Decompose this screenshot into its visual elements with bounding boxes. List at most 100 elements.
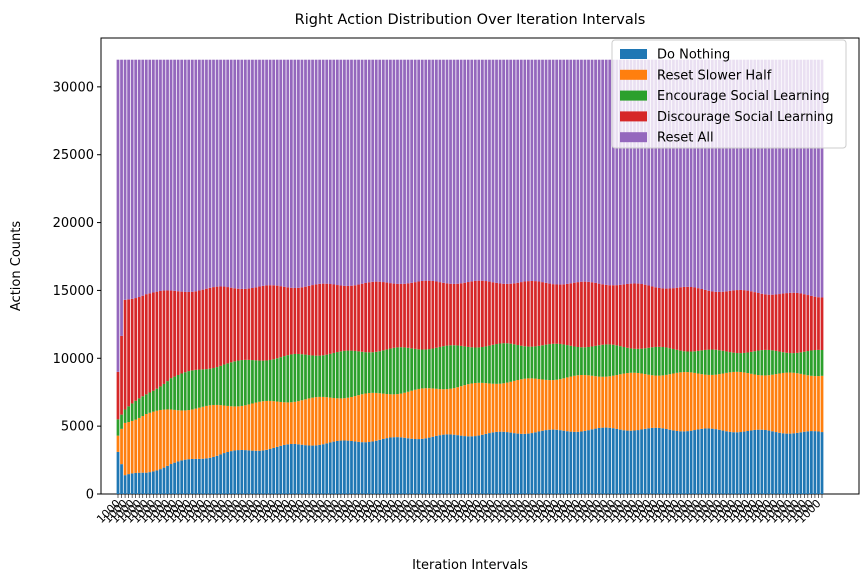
bar-segment-encourage_social <box>307 355 311 399</box>
bar-segment-reset_slower_half <box>282 402 286 445</box>
bar-segment-discourage_social <box>505 283 509 344</box>
bar-segment-reset_all <box>169 59 173 291</box>
bar-segment-reset_slower_half <box>212 404 215 457</box>
bar-segment-reset_all <box>152 59 155 293</box>
bar-segment-discourage_social <box>689 287 693 352</box>
bar-segment-do_nothing <box>611 428 615 494</box>
x-axis: 1000100010001000100010001000100010001000… <box>94 494 824 526</box>
bar-segment-do_nothing <box>523 433 527 494</box>
bar-segment-reset_all <box>749 59 753 292</box>
bar-segment-do_nothing <box>703 428 707 494</box>
bar-segment-discourage_social <box>718 291 721 351</box>
bar-segment-do_nothing <box>604 427 608 494</box>
bar-segment-do_nothing <box>608 427 612 494</box>
bar-segment-reset_slower_half <box>300 400 304 445</box>
bar-segment-do_nothing <box>597 428 601 494</box>
bar-segment-reset_slower_half <box>739 371 743 433</box>
bar-segment-reset_slower_half <box>817 376 820 432</box>
bar-segment-discourage_social <box>162 290 166 384</box>
bar-segment-encourage_social <box>640 348 643 374</box>
bar-segment-reset_slower_half <box>353 396 357 442</box>
bar-segment-reset_all <box>364 59 368 283</box>
bar-segment-encourage_social <box>173 376 176 410</box>
bar-segment-reset_slower_half <box>512 380 516 434</box>
bar-segment-do_nothing <box>233 450 237 494</box>
bar-segment-discourage_social <box>693 287 697 352</box>
bar-segment-encourage_social <box>254 360 258 403</box>
bar-segment-do_nothing <box>328 442 332 494</box>
bar-segment-encourage_social <box>130 403 134 421</box>
bar-segment-reset_slower_half <box>159 409 162 470</box>
bar-segment-reset_slower_half <box>477 382 481 436</box>
bar-segment-reset_all <box>760 59 764 294</box>
x-axis-label: Iteration Intervals <box>412 558 528 573</box>
bar-segment-reset_slower_half <box>321 396 325 445</box>
bar-segment-discourage_social <box>424 280 428 350</box>
bar-segment-discourage_social <box>346 285 350 351</box>
bar-segment-reset_slower_half <box>364 393 368 443</box>
bar-segment-encourage_social <box>682 351 686 373</box>
bar-segment-discourage_social <box>169 290 173 379</box>
bar-segment-reset_all <box>442 59 445 283</box>
bar-segment-encourage_social <box>484 346 488 384</box>
bar-segment-do_nothing <box>442 434 445 494</box>
bar-segment-reset_slower_half <box>555 379 559 430</box>
bar-segment-reset_slower_half <box>820 375 824 433</box>
bar-segment-discourage_social <box>240 288 244 361</box>
bar-segment-reset_all <box>622 59 626 285</box>
bar-segment-do_nothing <box>643 428 647 494</box>
bar-segment-discourage_social <box>739 289 743 354</box>
bar-segment-reset_all <box>116 59 120 372</box>
bar-segment-discourage_social <box>650 286 654 348</box>
bar-segment-encourage_social <box>463 346 467 386</box>
bar-segment-do_nothing <box>718 429 721 494</box>
bar-segment-encourage_social <box>555 343 559 380</box>
bar-segment-reset_all <box>498 59 502 284</box>
bar-segment-discourage_social <box>445 283 449 346</box>
bar-segment-discourage_social <box>643 284 647 349</box>
bar-segment-do_nothing <box>728 431 732 494</box>
bar-segment-do_nothing <box>512 433 516 494</box>
bar-segment-reset_slower_half <box>293 401 297 444</box>
bar-segment-encourage_social <box>410 348 414 391</box>
bar-segment-reset_all <box>746 59 750 291</box>
bar-segment-reset_slower_half <box>587 375 590 431</box>
bar-segment-encourage_social <box>491 344 495 384</box>
bar-segment-reset_slower_half <box>544 379 548 431</box>
bar-segment-discourage_social <box>647 285 651 348</box>
bar-segment-encourage_social <box>311 355 314 398</box>
bar-segment-encourage_social <box>516 345 520 381</box>
bar-segment-discourage_social <box>580 281 583 348</box>
bar-segment-discourage_social <box>781 293 785 353</box>
bar-segment-reset_slower_half <box>272 401 276 448</box>
bar-segment-reset_slower_half <box>558 379 562 431</box>
bar-segment-discourage_social <box>120 335 123 415</box>
bar-segment-reset_slower_half <box>371 392 375 442</box>
bar-segment-do_nothing <box>396 437 399 494</box>
bar-segment-reset_all <box>484 59 488 282</box>
bar-segment-reset_all <box>410 59 414 283</box>
bar-segment-do_nothing <box>314 445 318 494</box>
bar-segment-encourage_social <box>233 361 237 407</box>
bar-segment-discourage_social <box>442 282 445 347</box>
bar-segment-discourage_social <box>173 290 176 377</box>
bar-segment-reset_all <box>311 59 314 286</box>
bar-segment-reset_all <box>445 59 449 284</box>
bar-segment-do_nothing <box>286 444 290 494</box>
bar-segment-reset_all <box>707 59 711 291</box>
bar-segment-encourage_social <box>258 360 261 402</box>
bar-segment-do_nothing <box>307 445 311 494</box>
bar-segment-discourage_social <box>608 285 612 345</box>
bar-segment-reset_all <box>187 59 191 292</box>
bar-segment-do_nothing <box>311 445 314 494</box>
bar-segment-encourage_social <box>544 344 548 380</box>
bar-segment-discourage_social <box>279 286 283 358</box>
bar-segment-do_nothing <box>148 472 152 494</box>
bar-segment-do_nothing <box>116 451 120 494</box>
bar-segment-discourage_social <box>512 283 516 345</box>
bar-segment-reset_slower_half <box>760 375 764 430</box>
bar-segment-reset_all <box>378 59 382 282</box>
bar-segment-reset_all <box>403 59 406 284</box>
bar-segment-reset_slower_half <box>254 402 258 451</box>
bar-segment-reset_all <box>654 59 658 288</box>
